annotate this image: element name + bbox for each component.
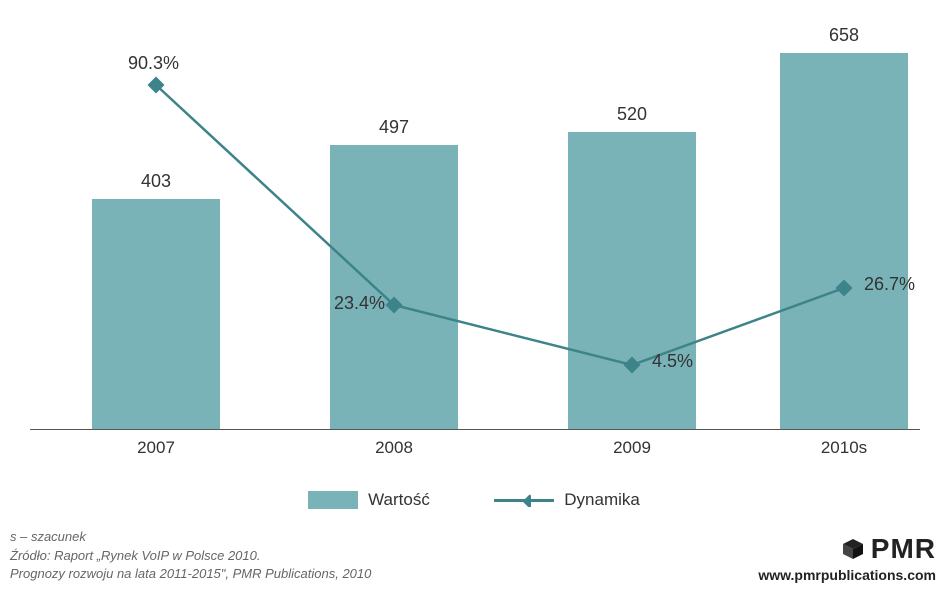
x-axis-label: 2008 — [330, 438, 458, 458]
line-value-label: 4.5% — [652, 351, 693, 372]
cube-icon — [841, 537, 865, 561]
plot-area: 658520497403 90.3%23.4%4.5%26.7% — [30, 30, 920, 430]
legend: Wartość Dynamika — [0, 490, 948, 514]
logo: PMR — [758, 533, 936, 565]
legend-label: Dynamika — [564, 490, 640, 510]
x-axis-label: 2010s — [780, 438, 908, 458]
line-series — [30, 30, 920, 430]
logo-area: PMR www.pmrpublications.com — [758, 533, 936, 583]
line-value-label: 23.4% — [334, 293, 385, 314]
line-value-label: 26.7% — [864, 274, 915, 295]
logo-text: PMR — [871, 533, 936, 565]
logo-url: www.pmrpublications.com — [758, 567, 936, 583]
legend-marker-icon — [517, 493, 531, 507]
chart-container: 658520497403 90.3%23.4%4.5%26.7% 2007200… — [30, 30, 920, 450]
x-axis-label: 2009 — [568, 438, 696, 458]
legend-item-dynamika: Dynamika — [494, 490, 640, 510]
footer-line: s – szacunek — [10, 528, 371, 546]
footer-source: s – szacunek Źródło: Raport „Rynek VoIP … — [10, 528, 371, 583]
footer-line: Prognozy rozwoju na lata 2011-2015", PMR… — [10, 565, 371, 583]
x-axis-label: 2007 — [92, 438, 220, 458]
legend-swatch-bar — [308, 491, 358, 509]
legend-swatch-line — [494, 491, 554, 509]
line-value-label: 90.3% — [128, 53, 179, 74]
legend-label: Wartość — [368, 490, 430, 510]
footer-line: Źródło: Raport „Rynek VoIP w Polsce 2010… — [10, 547, 371, 565]
legend-item-wartosc: Wartość — [308, 490, 430, 510]
